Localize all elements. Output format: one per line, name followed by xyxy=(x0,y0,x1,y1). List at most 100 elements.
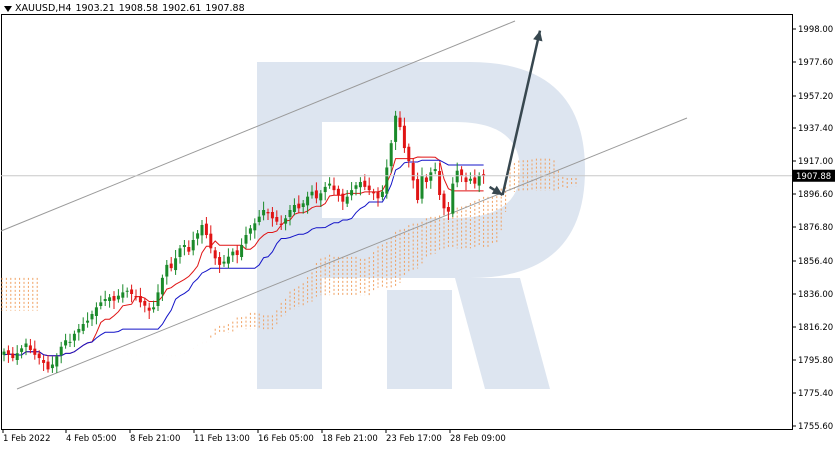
candle-body xyxy=(165,264,169,277)
candle-body xyxy=(121,292,125,298)
candle-body xyxy=(55,356,59,367)
y-axis-tick-label: 1876.80 xyxy=(798,223,833,233)
candle-body xyxy=(266,212,270,214)
candle-body xyxy=(209,233,213,249)
y-axis-tick-label: 1998.00 xyxy=(798,25,833,35)
candle-body xyxy=(376,192,380,199)
candle-body xyxy=(292,205,296,212)
candle-body xyxy=(336,188,340,195)
candle-body xyxy=(50,364,54,369)
candle-body xyxy=(306,196,310,206)
candle-body xyxy=(99,302,103,306)
projection-arrow-up-shaft xyxy=(501,30,542,196)
candle-body xyxy=(420,175,424,199)
candle-body xyxy=(240,245,244,257)
candle-body xyxy=(345,196,349,204)
x-axis-tick-label: 16 Feb 05:00 xyxy=(258,434,314,444)
y-axis-tick-label: 1795.80 xyxy=(798,356,833,366)
candle-body xyxy=(94,307,98,316)
candle-body xyxy=(116,295,120,300)
candle-body xyxy=(385,167,389,194)
current-price-tag xyxy=(793,169,835,182)
candle-body xyxy=(464,177,468,183)
candle-body xyxy=(314,190,318,199)
candle-body xyxy=(20,348,24,352)
candle-body xyxy=(6,350,10,355)
x-axis-tick-label: 18 Feb 21:00 xyxy=(322,434,378,444)
candle-body xyxy=(482,174,486,176)
candle-body xyxy=(244,235,248,244)
candle-body xyxy=(2,351,6,355)
candle-body xyxy=(460,169,464,176)
candle-body xyxy=(196,233,200,239)
candle-body xyxy=(156,292,160,306)
candle-body xyxy=(341,193,345,202)
low-value: 1902.61 xyxy=(162,3,202,14)
candle-body xyxy=(389,143,393,167)
candle-body xyxy=(160,277,164,295)
candle-body xyxy=(143,301,147,306)
candle-body xyxy=(81,324,85,331)
candle-body xyxy=(218,257,222,265)
candle-body xyxy=(37,353,41,359)
candle-body xyxy=(354,185,358,189)
candle-body xyxy=(262,210,266,216)
x-axis-tick-label: 28 Feb 09:00 xyxy=(450,434,506,444)
current-price-label: 1907.88 xyxy=(796,172,831,182)
candle-body xyxy=(297,203,301,209)
candle-body xyxy=(59,346,63,356)
symbol-label: XAUUSD,H4 xyxy=(15,3,72,14)
channel-upper-line xyxy=(0,20,516,232)
candle-body xyxy=(169,263,173,269)
candle-body xyxy=(182,245,186,247)
candle-body xyxy=(446,207,450,212)
candle-body xyxy=(468,178,472,181)
candle-body xyxy=(442,193,446,209)
candle-body xyxy=(372,192,376,194)
candle-body xyxy=(248,228,252,234)
candle-body xyxy=(200,225,204,236)
candle-body xyxy=(257,216,261,222)
candle-body xyxy=(363,180,367,187)
candle-body xyxy=(191,240,195,251)
y-axis-tick-label: 1917.00 xyxy=(798,157,833,167)
close-value: 1907.88 xyxy=(205,3,245,14)
candle-body xyxy=(411,162,415,181)
candle-body xyxy=(112,296,116,301)
y-axis-tick-label: 1856.40 xyxy=(798,257,833,267)
candle-body xyxy=(125,290,129,292)
candle-body xyxy=(473,177,477,184)
candle-body xyxy=(138,296,142,303)
candle-body xyxy=(130,289,134,294)
y-axis-tick-label: 1816.20 xyxy=(798,323,833,333)
projection-arrow-up-head xyxy=(533,30,543,42)
candle-body xyxy=(301,203,305,207)
candle-body xyxy=(416,179,420,200)
candle-body xyxy=(253,223,257,231)
candle-body xyxy=(402,125,406,149)
open-value: 1903.21 xyxy=(75,3,115,14)
candle-body xyxy=(270,212,274,219)
dropdown-triangle-icon[interactable] xyxy=(4,5,12,12)
candle-body xyxy=(68,341,72,343)
candle-body xyxy=(477,175,481,186)
candle-body xyxy=(424,177,428,183)
x-axis-tick-label: 1 Feb 2022 xyxy=(3,434,51,444)
candle-body xyxy=(433,169,437,172)
candle-body xyxy=(429,172,433,181)
x-axis-tick-label: 23 Feb 17:00 xyxy=(386,434,442,444)
candle-body xyxy=(358,182,362,188)
candle-body xyxy=(103,299,107,301)
y-axis-tick-label: 1836.00 xyxy=(798,290,833,300)
kijun-sen-line xyxy=(3,159,484,357)
projection-arrow-down-head xyxy=(491,185,503,195)
candle-body xyxy=(438,171,442,195)
chart-header: XAUUSD,H4 1903.21 1908.58 1902.61 1907.8… xyxy=(4,3,249,14)
candle-body xyxy=(284,218,288,224)
y-axis-tick-label: 1977.60 xyxy=(798,58,833,68)
candle-body xyxy=(288,210,292,217)
candle-body xyxy=(407,146,411,161)
candle-body xyxy=(134,296,138,298)
candle-body xyxy=(152,307,156,310)
